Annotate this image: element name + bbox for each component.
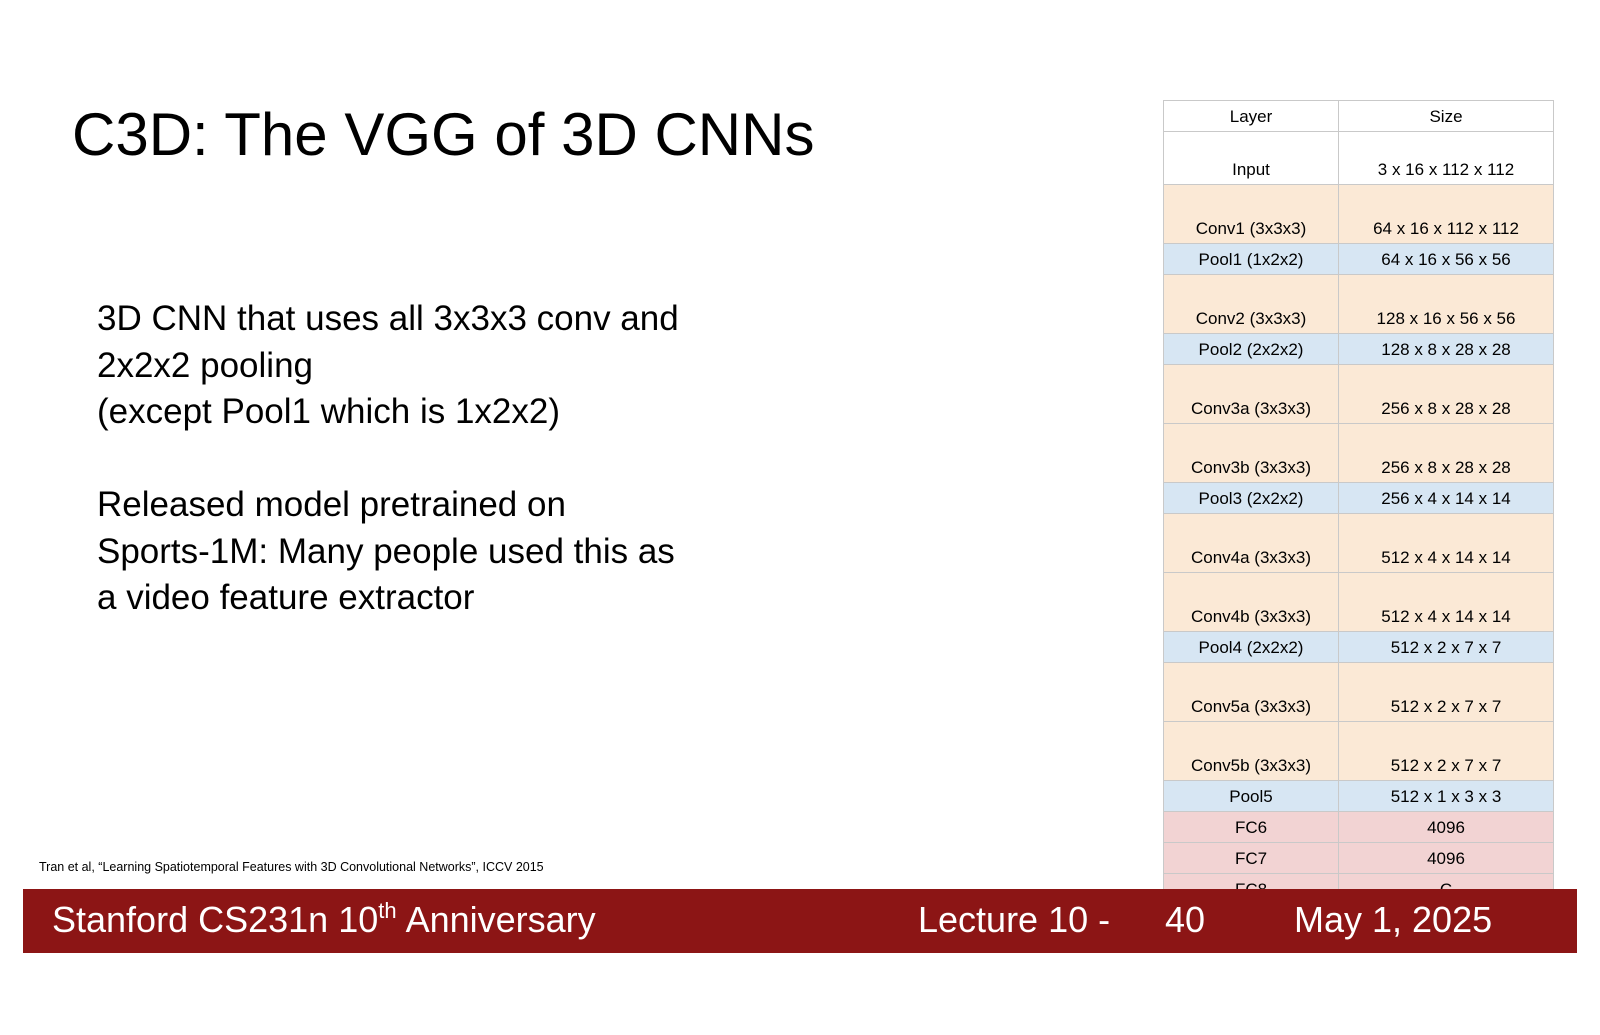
size-cell: 3 x 16 x 112 x 112 [1338, 131, 1554, 185]
course-sup: th [378, 898, 397, 923]
size-cell: 512 x 4 x 14 x 14 [1338, 572, 1554, 632]
footer-bar: Stanford CS231n 10th Anniversary Lecture … [23, 889, 1577, 953]
size-cell: 512 x 2 x 7 x 7 [1338, 662, 1554, 722]
layer-cell: Conv3a (3x3x3) [1163, 364, 1339, 424]
layer-row: Conv3b (3x3x3) 256 x 8 x 28 x 28 [1163, 423, 1554, 483]
course-text: Stanford CS231n 10 [52, 899, 379, 940]
size-cell: 512 x 1 x 3 x 3 [1338, 780, 1554, 812]
layer-row: Pool5 512 x 1 x 3 x 3 [1163, 780, 1554, 812]
text-line: Released model pretrained on [97, 485, 566, 524]
text-line: 3D CNN that uses all 3x3x3 conv and [97, 299, 679, 338]
layer-row: Input 3 x 16 x 112 x 112 [1163, 131, 1554, 185]
layer-row: Conv5a (3x3x3) 512 x 2 x 7 x 7 [1163, 662, 1554, 722]
size-cell: 512 x 2 x 7 x 7 [1338, 721, 1554, 781]
paragraph: Released model pretrained on Sports-1M: … [97, 482, 679, 622]
size-cell: 256 x 4 x 14 x 14 [1338, 482, 1554, 514]
layer-table: Layer Size Input 3 x 16 x 112 x 112 Conv1 … [1163, 100, 1554, 905]
text-line: 2x2x2 pooling [97, 345, 313, 385]
layer-row: Conv5b (3x3x3) 512 x 2 x 7 x 7 [1163, 721, 1554, 781]
header-cell: Layer [1163, 100, 1339, 132]
size-cell: 512 x 2 x 7 x 7 [1338, 631, 1554, 663]
layer-row: FC7 4096 [1163, 842, 1554, 874]
size-cell: 128 x 16 x 56 x 56 [1338, 274, 1554, 334]
layer-cell: Conv2 (3x3x3) [1163, 274, 1339, 334]
layer-cell: Conv4b (3x3x3) [1163, 572, 1339, 632]
course-suffix: Anniversary [405, 899, 596, 940]
size-cell: 4096 [1338, 842, 1554, 874]
size-cell: 64 x 16 x 56 x 56 [1338, 243, 1554, 275]
layer-row: Pool3 (2x2x2) 256 x 4 x 14 x 14 [1163, 482, 1554, 514]
layer-cell: Pool3 (2x2x2) [1163, 482, 1339, 514]
slide-body: 3D CNN that uses all 3x3x3 conv and 2x2x… [97, 296, 679, 668]
layer-cell: Conv5a (3x3x3) [1163, 662, 1339, 722]
layer-cell: Pool2 (2x2x2) [1163, 333, 1339, 365]
date: May 1, 2025 [1294, 899, 1493, 940]
layer-row: Conv2 (3x3x3) 128 x 16 x 56 x 56 [1163, 274, 1554, 334]
size-cell: 128 x 8 x 28 x 28 [1338, 333, 1554, 365]
layer-row: Pool4 (2x2x2) 512 x 2 x 7 x 7 [1163, 631, 1554, 663]
layer-row: Conv3a (3x3x3) 256 x 8 x 28 x 28 [1163, 364, 1554, 424]
layer-row: Conv4a (3x3x3) 512 x 4 x 14 x 14 [1163, 513, 1554, 573]
layer-cell: Pool1 (1x2x2) [1163, 243, 1339, 275]
header-cell: Size [1338, 100, 1554, 132]
size-cell: 256 x 8 x 28 x 28 [1338, 423, 1554, 483]
course-name: Stanford CS231n 10th Anniversary [52, 899, 596, 941]
lecture-label: Lecture 10 - [918, 899, 1111, 940]
layer-cell: FC6 [1163, 811, 1339, 843]
size-cell: 64 x 16 x 112 x 112 [1338, 184, 1554, 244]
size-cell: 512 x 4 x 14 x 14 [1338, 513, 1554, 573]
text-line: Sports-1M: Many people used this as [97, 531, 675, 571]
citation: Tran et al, “Learning Spatiotemporal Fea… [39, 860, 544, 874]
layer-cell: Conv4a (3x3x3) [1163, 513, 1339, 573]
layer-cell: Conv5b (3x3x3) [1163, 721, 1339, 781]
layer-cell: Pool5 [1163, 780, 1339, 812]
layer-cell: Pool4 (2x2x2) [1163, 631, 1339, 663]
slide-title: C3D: The VGG of 3D CNNs [72, 101, 815, 168]
layer-row: FC6 4096 [1163, 811, 1554, 843]
layer-row: Pool2 (2x2x2) 128 x 8 x 28 x 28 [1163, 333, 1554, 365]
layer-cell: FC7 [1163, 842, 1339, 874]
size-cell: 4096 [1338, 811, 1554, 843]
layer-cell: Conv1 (3x3x3) [1163, 184, 1339, 244]
table-body: Layer Size Input 3 x 16 x 112 x 112 Conv1 … [1163, 100, 1554, 905]
layer-row: Conv1 (3x3x3) 64 x 16 x 112 x 112 [1163, 184, 1554, 244]
page-number: 40 [1165, 899, 1206, 940]
layer-cell: Conv3b (3x3x3) [1163, 423, 1339, 483]
layer-row: Pool1 (1x2x2) 64 x 16 x 56 x 56 [1163, 243, 1554, 275]
layer-cell: Input [1163, 131, 1339, 185]
paragraph: 3D CNN that uses all 3x3x3 conv and 2x2x… [97, 296, 679, 436]
text-line: a video feature extractor [97, 578, 475, 617]
size-cell: 256 x 8 x 28 x 28 [1338, 364, 1554, 424]
header-row: Layer Size [1163, 100, 1554, 132]
text-line: (except Pool1 which is 1x2x2) [97, 392, 560, 431]
layer-row: Conv4b (3x3x3) 512 x 4 x 14 x 14 [1163, 572, 1554, 632]
